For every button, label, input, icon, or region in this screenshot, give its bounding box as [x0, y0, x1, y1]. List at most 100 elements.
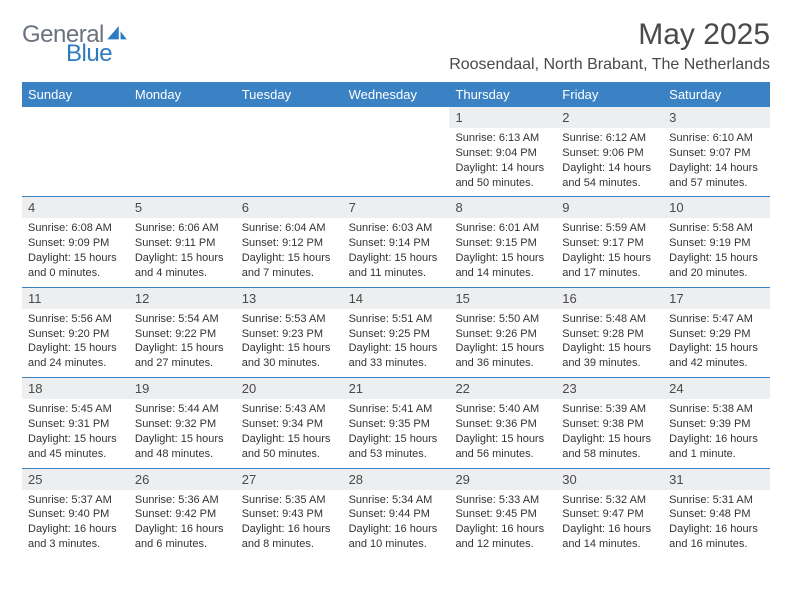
day-details: Sunrise: 5:47 AMSunset: 9:29 PMDaylight:… — [663, 309, 770, 377]
week-row: 18Sunrise: 5:45 AMSunset: 9:31 PMDayligh… — [22, 378, 770, 468]
day-number: 25 — [22, 469, 129, 490]
day-details: Sunrise: 5:36 AMSunset: 9:42 PMDaylight:… — [129, 490, 236, 558]
day-cell-15: 15Sunrise: 5:50 AMSunset: 9:26 PMDayligh… — [449, 288, 556, 377]
day-details: Sunrise: 5:44 AMSunset: 9:32 PMDaylight:… — [129, 399, 236, 467]
day-details: Sunrise: 5:53 AMSunset: 9:23 PMDaylight:… — [236, 309, 343, 377]
day-header-row: SundayMondayTuesdayWednesdayThursdayFrid… — [22, 82, 770, 107]
day-details: Sunrise: 6:12 AMSunset: 9:06 PMDaylight:… — [556, 128, 663, 196]
day-header-monday: Monday — [129, 82, 236, 107]
day-cell-29: 29Sunrise: 5:33 AMSunset: 9:45 PMDayligh… — [449, 469, 556, 558]
day-cell-23: 23Sunrise: 5:39 AMSunset: 9:38 PMDayligh… — [556, 378, 663, 467]
day-header-sunday: Sunday — [22, 82, 129, 107]
day-cell-4: 4Sunrise: 6:08 AMSunset: 9:09 PMDaylight… — [22, 197, 129, 286]
day-cell-17: 17Sunrise: 5:47 AMSunset: 9:29 PMDayligh… — [663, 288, 770, 377]
day-number: 3 — [663, 107, 770, 128]
day-cell-14: 14Sunrise: 5:51 AMSunset: 9:25 PMDayligh… — [343, 288, 450, 377]
day-details: Sunrise: 5:31 AMSunset: 9:48 PMDaylight:… — [663, 490, 770, 558]
day-number: 8 — [449, 197, 556, 218]
day-number: 7 — [343, 197, 450, 218]
day-number: 6 — [236, 197, 343, 218]
logo: GeneralBlue — [22, 24, 127, 66]
day-details: Sunrise: 5:54 AMSunset: 9:22 PMDaylight:… — [129, 309, 236, 377]
day-details: Sunrise: 5:39 AMSunset: 9:38 PMDaylight:… — [556, 399, 663, 467]
day-header-thursday: Thursday — [449, 82, 556, 107]
day-details: Sunrise: 5:34 AMSunset: 9:44 PMDaylight:… — [343, 490, 450, 558]
day-details: Sunrise: 5:45 AMSunset: 9:31 PMDaylight:… — [22, 399, 129, 467]
day-details: Sunrise: 6:10 AMSunset: 9:07 PMDaylight:… — [663, 128, 770, 196]
day-details: Sunrise: 5:40 AMSunset: 9:36 PMDaylight:… — [449, 399, 556, 467]
title-block: May 2025 Roosendaal, North Brabant, The … — [449, 18, 770, 74]
day-number: 24 — [663, 378, 770, 399]
day-cell-21: 21Sunrise: 5:41 AMSunset: 9:35 PMDayligh… — [343, 378, 450, 467]
day-number: 18 — [22, 378, 129, 399]
day-cell-19: 19Sunrise: 5:44 AMSunset: 9:32 PMDayligh… — [129, 378, 236, 467]
day-number: 20 — [236, 378, 343, 399]
day-cell-31: 31Sunrise: 5:31 AMSunset: 9:48 PMDayligh… — [663, 469, 770, 558]
day-number: 19 — [129, 378, 236, 399]
day-number: 9 — [556, 197, 663, 218]
day-cell-13: 13Sunrise: 5:53 AMSunset: 9:23 PMDayligh… — [236, 288, 343, 377]
day-number: 14 — [343, 288, 450, 309]
day-cell-11: 11Sunrise: 5:56 AMSunset: 9:20 PMDayligh… — [22, 288, 129, 377]
day-details: Sunrise: 6:03 AMSunset: 9:14 PMDaylight:… — [343, 218, 450, 286]
day-cell-16: 16Sunrise: 5:48 AMSunset: 9:28 PMDayligh… — [556, 288, 663, 377]
calendar-body: 1Sunrise: 6:13 AMSunset: 9:04 PMDaylight… — [22, 107, 770, 558]
day-details: Sunrise: 5:37 AMSunset: 9:40 PMDaylight:… — [22, 490, 129, 558]
day-cell-26: 26Sunrise: 5:36 AMSunset: 9:42 PMDayligh… — [129, 469, 236, 558]
week-row: 4Sunrise: 6:08 AMSunset: 9:09 PMDaylight… — [22, 197, 770, 287]
day-number: 17 — [663, 288, 770, 309]
day-details: Sunrise: 5:35 AMSunset: 9:43 PMDaylight:… — [236, 490, 343, 558]
day-number: 1 — [449, 107, 556, 128]
day-cell-empty — [129, 107, 236, 196]
day-header-tuesday: Tuesday — [236, 82, 343, 107]
day-number: 10 — [663, 197, 770, 218]
day-cell-empty — [22, 107, 129, 196]
day-number: 5 — [129, 197, 236, 218]
day-details: Sunrise: 5:48 AMSunset: 9:28 PMDaylight:… — [556, 309, 663, 377]
day-cell-3: 3Sunrise: 6:10 AMSunset: 9:07 PMDaylight… — [663, 107, 770, 196]
day-number: 16 — [556, 288, 663, 309]
day-details: Sunrise: 6:08 AMSunset: 9:09 PMDaylight:… — [22, 218, 129, 286]
day-number: 13 — [236, 288, 343, 309]
day-number: 4 — [22, 197, 129, 218]
day-cell-28: 28Sunrise: 5:34 AMSunset: 9:44 PMDayligh… — [343, 469, 450, 558]
day-details: Sunrise: 6:04 AMSunset: 9:12 PMDaylight:… — [236, 218, 343, 286]
day-cell-6: 6Sunrise: 6:04 AMSunset: 9:12 PMDaylight… — [236, 197, 343, 286]
day-cell-27: 27Sunrise: 5:35 AMSunset: 9:43 PMDayligh… — [236, 469, 343, 558]
day-cell-22: 22Sunrise: 5:40 AMSunset: 9:36 PMDayligh… — [449, 378, 556, 467]
day-details: Sunrise: 5:38 AMSunset: 9:39 PMDaylight:… — [663, 399, 770, 467]
day-details: Sunrise: 6:06 AMSunset: 9:11 PMDaylight:… — [129, 218, 236, 286]
day-number: 21 — [343, 378, 450, 399]
day-number: 15 — [449, 288, 556, 309]
day-number: 26 — [129, 469, 236, 490]
day-cell-7: 7Sunrise: 6:03 AMSunset: 9:14 PMDaylight… — [343, 197, 450, 286]
day-details: Sunrise: 6:13 AMSunset: 9:04 PMDaylight:… — [449, 128, 556, 196]
day-cell-8: 8Sunrise: 6:01 AMSunset: 9:15 PMDaylight… — [449, 197, 556, 286]
day-cell-empty — [343, 107, 450, 196]
day-number: 31 — [663, 469, 770, 490]
day-details: Sunrise: 5:41 AMSunset: 9:35 PMDaylight:… — [343, 399, 450, 467]
day-number: 12 — [129, 288, 236, 309]
day-cell-9: 9Sunrise: 5:59 AMSunset: 9:17 PMDaylight… — [556, 197, 663, 286]
day-cell-30: 30Sunrise: 5:32 AMSunset: 9:47 PMDayligh… — [556, 469, 663, 558]
day-details: Sunrise: 5:56 AMSunset: 9:20 PMDaylight:… — [22, 309, 129, 377]
day-number: 11 — [22, 288, 129, 309]
day-number: 27 — [236, 469, 343, 490]
day-cell-12: 12Sunrise: 5:54 AMSunset: 9:22 PMDayligh… — [129, 288, 236, 377]
day-details: Sunrise: 5:32 AMSunset: 9:47 PMDaylight:… — [556, 490, 663, 558]
day-cell-18: 18Sunrise: 5:45 AMSunset: 9:31 PMDayligh… — [22, 378, 129, 467]
logo-text-blue: Blue — [66, 43, 127, 66]
day-number: 30 — [556, 469, 663, 490]
day-cell-empty — [236, 107, 343, 196]
day-details: Sunrise: 5:51 AMSunset: 9:25 PMDaylight:… — [343, 309, 450, 377]
day-header-wednesday: Wednesday — [343, 82, 450, 107]
day-cell-5: 5Sunrise: 6:06 AMSunset: 9:11 PMDaylight… — [129, 197, 236, 286]
day-cell-2: 2Sunrise: 6:12 AMSunset: 9:06 PMDaylight… — [556, 107, 663, 196]
month-title: May 2025 — [449, 18, 770, 52]
header: GeneralBlue May 2025 Roosendaal, North B… — [22, 18, 770, 74]
day-details: Sunrise: 5:43 AMSunset: 9:34 PMDaylight:… — [236, 399, 343, 467]
day-details: Sunrise: 6:01 AMSunset: 9:15 PMDaylight:… — [449, 218, 556, 286]
location: Roosendaal, North Brabant, The Netherlan… — [449, 56, 770, 74]
day-details: Sunrise: 5:33 AMSunset: 9:45 PMDaylight:… — [449, 490, 556, 558]
day-number: 29 — [449, 469, 556, 490]
